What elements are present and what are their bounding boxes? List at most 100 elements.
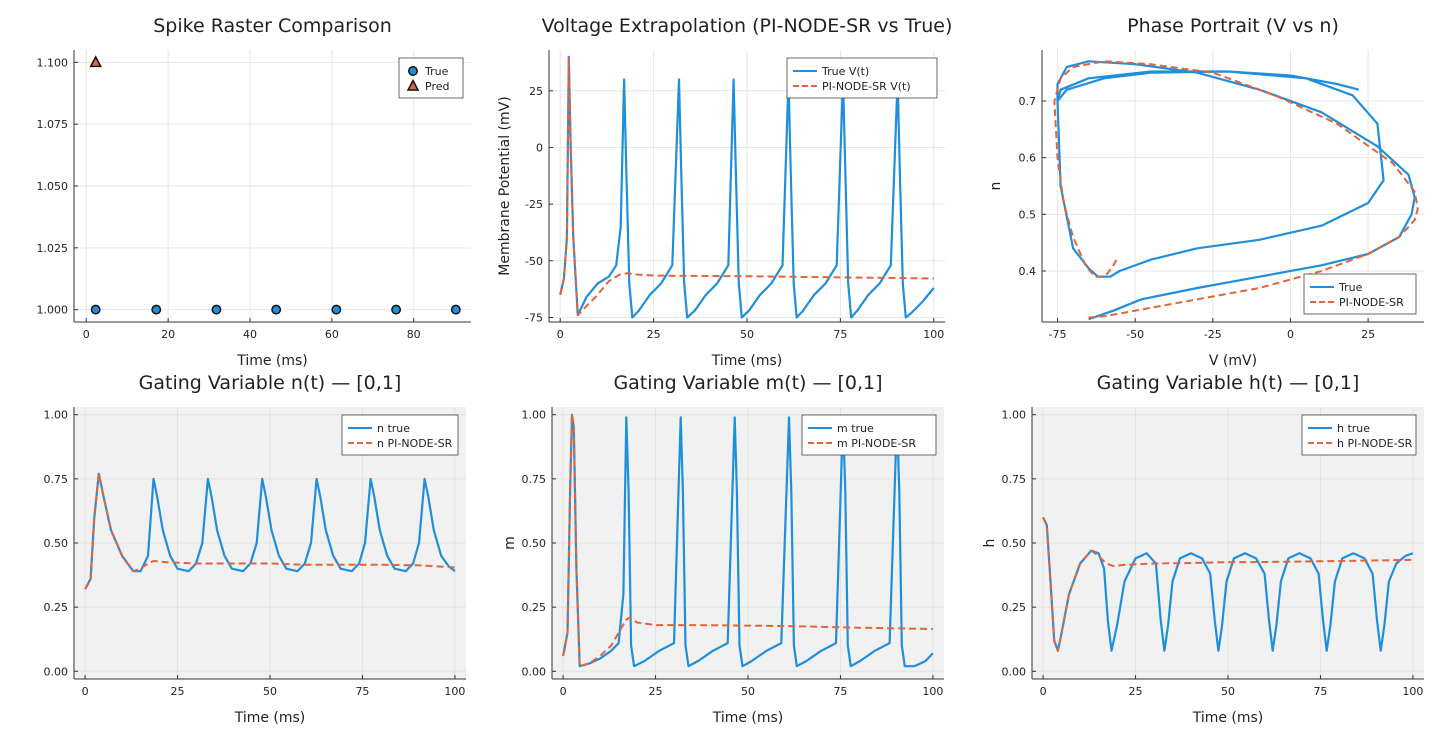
- x-axis-label-gate_h: Time (ms): [1192, 710, 1264, 726]
- x-tick-label-raster: 20: [161, 328, 175, 341]
- y-axis-label-gate_h: h: [982, 539, 998, 548]
- series-line-phase-0: [1056, 60, 1416, 321]
- y-tick-label-raster: 1.000: [37, 304, 69, 317]
- y-tick-label-gate_m: 0.50: [522, 537, 547, 550]
- y-tick-label-phase: 0.6: [1019, 152, 1037, 165]
- legend-label-phase: PI-NODE-SR: [1339, 296, 1404, 309]
- x-tick-label-gate_h: 25: [1129, 685, 1143, 698]
- legend-label-voltage: PI-NODE-SR V(t): [822, 80, 911, 93]
- x-tick-label-gate_m: 0: [560, 685, 567, 698]
- legend-gate_n: n true n PI-NODE-SR: [341, 414, 459, 456]
- y-tick-label-raster: 1.100: [37, 56, 69, 69]
- legend-gate_h: h true h PI-NODE-SR: [1301, 414, 1417, 456]
- chart-gate_n: 0 25 50 75 100 0.00 0.25 0.50 0.75 1.00 Gating Var…: [44, 372, 466, 726]
- legend-marker-pred: [406, 78, 420, 91]
- y-tick-label-gate_n: 0.00: [44, 665, 69, 678]
- chart-phase: -75 -50 -25 0 25 0.4 0.5 0.6 0.7 Phase Portrait (…: [988, 15, 1424, 369]
- point-pred: [89, 55, 102, 68]
- x-axis-label-phase: V (mV): [1209, 353, 1257, 369]
- x-tick-label-phase: 25: [1361, 328, 1375, 341]
- chart-title-gate_h: Gating Variable h(t) — [0,1]: [1097, 372, 1360, 394]
- chart-title-voltage: Voltage Extrapolation (PI-NODE-SR vs Tru…: [542, 15, 953, 37]
- x-tick-label-phase: -50: [1126, 328, 1144, 341]
- y-tick-label-voltage: -25: [525, 198, 543, 211]
- legend-phase: True PI-NODE-SR: [1303, 273, 1417, 315]
- legend-label-gate_h: h true: [1337, 422, 1370, 435]
- x-tick-label-gate_n: 75: [355, 685, 369, 698]
- x-tick-label-gate_n: 100: [444, 685, 465, 698]
- x-tick-label-voltage: 100: [923, 328, 944, 341]
- x-tick-label-raster: 80: [407, 328, 421, 341]
- legend-gate_m: m true m PI-NODE-SR: [801, 414, 937, 456]
- series-line-gate_h-1: [1042, 516, 1413, 652]
- y-tick-label-phase: 0.7: [1019, 95, 1037, 108]
- y-tick-label-voltage: -50: [525, 255, 543, 268]
- x-tick-label-phase: -25: [1204, 328, 1222, 341]
- y-tick-label-raster: 1.050: [37, 180, 69, 193]
- y-tick-label-gate_h: 0.00: [1002, 665, 1027, 678]
- x-axis-label-voltage: Time (ms): [711, 353, 783, 369]
- x-tick-label-voltage: 50: [740, 328, 754, 341]
- x-tick-label-gate_h: 75: [1313, 685, 1327, 698]
- y-tick-label-gate_n: 0.25: [44, 601, 69, 614]
- y-axis-label-phase: n: [988, 182, 1004, 191]
- legend-label-gate_n: n PI-NODE-SR: [377, 437, 453, 450]
- y-tick-label-gate_m: 1.00: [522, 409, 547, 422]
- x-tick-label-voltage: 0: [557, 328, 564, 341]
- chart-title-gate_m: Gating Variable m(t) — [0,1]: [613, 372, 882, 394]
- x-tick-label-raster: 40: [243, 328, 257, 341]
- chart-raster: 0 20 40 60 80 1.000 1.025 1.050 1.075 1.100 Spike …: [37, 15, 471, 369]
- point-true: [391, 304, 402, 315]
- y-tick-label-phase: 0.5: [1019, 208, 1037, 221]
- series-line-gate_m-1: [562, 413, 933, 668]
- x-tick-label-phase: -75: [1049, 328, 1067, 341]
- y-tick-label-gate_h: 0.50: [1002, 537, 1027, 550]
- y-tick-label-gate_m: 0.00: [522, 665, 547, 678]
- y-tick-label-voltage: 25: [529, 85, 543, 98]
- legend-label-gate_n: n true: [377, 422, 410, 435]
- y-tick-label-phase: 0.4: [1019, 265, 1037, 278]
- y-tick-label-gate_n: 0.50: [44, 537, 69, 550]
- series-line-voltage-1: [559, 55, 934, 317]
- x-tick-label-gate_m: 50: [741, 685, 755, 698]
- y-tick-label-raster: 1.075: [37, 118, 69, 131]
- legend-box-gate_m: [801, 414, 937, 456]
- x-tick-label-gate_h: 0: [1040, 685, 1047, 698]
- series-line-voltage-0: [559, 55, 935, 319]
- legend-raster: True Pred: [398, 57, 464, 99]
- chart-gate_m: 0 25 50 75 100 0.00 0.25 0.50 0.75 1.00 Gating Var…: [502, 372, 944, 726]
- y-tick-label-gate_h: 0.75: [1002, 473, 1027, 486]
- y-axis-label-voltage: Membrane Potential (mV): [497, 96, 513, 275]
- series-line-phase-1: [1053, 60, 1419, 319]
- y-tick-label-gate_n: 0.75: [44, 473, 69, 486]
- point-true: [151, 304, 162, 315]
- legend-label-raster: True: [424, 65, 449, 78]
- x-tick-label-gate_m: 25: [649, 685, 663, 698]
- legend-box-raster: [398, 57, 464, 99]
- x-axis-label-gate_n: Time (ms): [234, 710, 306, 726]
- legend-label-gate_h: h PI-NODE-SR: [1337, 437, 1413, 450]
- y-tick-label-raster: 1.025: [37, 242, 69, 255]
- chart-title-raster: Spike Raster Comparison: [153, 15, 392, 37]
- point-true: [450, 304, 461, 315]
- x-tick-label-gate_h: 50: [1221, 685, 1235, 698]
- legend-voltage: True V(t) PI-NODE-SR V(t): [786, 57, 938, 99]
- legend-label-gate_m: m true: [837, 422, 874, 435]
- x-axis-label-gate_m: Time (ms): [712, 710, 784, 726]
- legend-box-gate_n: [341, 414, 459, 456]
- x-tick-label-raster: 0: [83, 328, 90, 341]
- y-tick-label-gate_n: 1.00: [44, 409, 69, 422]
- x-tick-label-gate_h: 100: [1402, 685, 1423, 698]
- x-tick-label-voltage: 75: [833, 328, 847, 341]
- y-tick-label-voltage: 0: [536, 141, 543, 154]
- legend-label-raster: Pred: [425, 80, 449, 93]
- x-tick-label-gate_m: 100: [922, 685, 943, 698]
- y-tick-label-gate_m: 0.25: [522, 601, 547, 614]
- x-tick-label-gate_n: 0: [82, 685, 89, 698]
- point-true: [90, 304, 101, 315]
- series-line-gate_n-0: [84, 472, 456, 590]
- y-tick-label-gate_h: 1.00: [1002, 409, 1027, 422]
- legend-marker-true: [408, 66, 418, 76]
- y-tick-label-voltage: -75: [525, 311, 543, 324]
- legend-box-gate_h: [1301, 414, 1417, 456]
